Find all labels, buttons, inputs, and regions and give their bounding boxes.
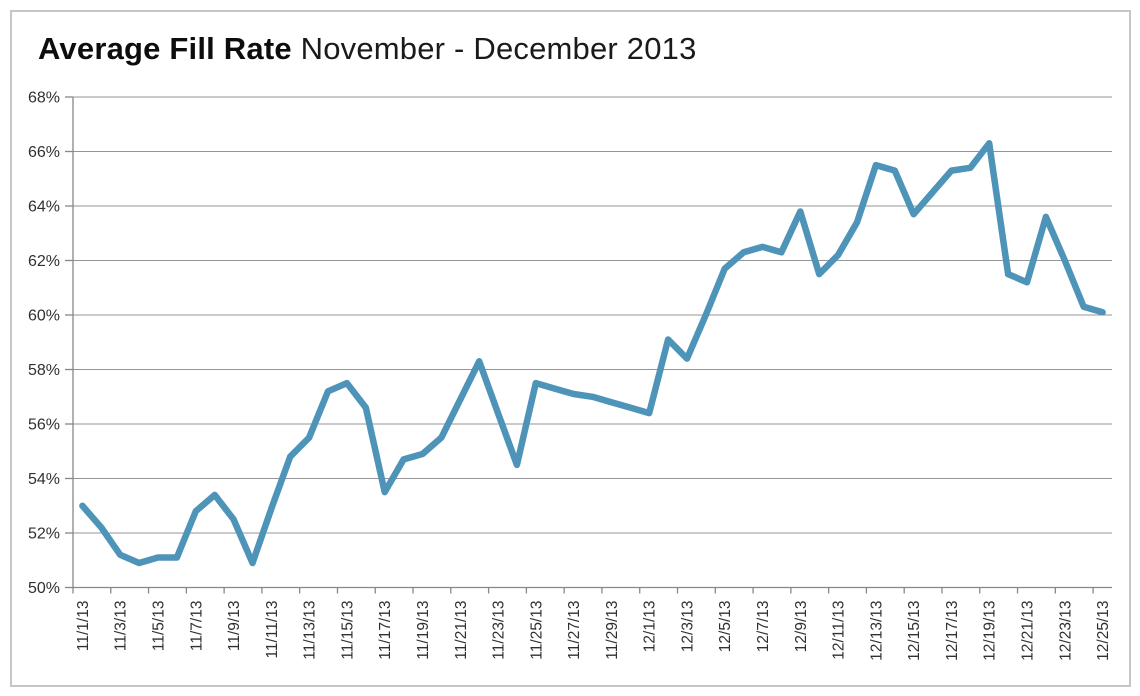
x-axis-label: 12/17/13 [944,601,961,661]
x-axis-label: 12/15/13 [906,601,923,661]
x-axis-label: 12/3/13 [679,601,696,653]
x-axis-label: 12/21/13 [1019,601,1036,661]
y-axis-label: 64% [28,199,60,216]
x-axis-label: 12/7/13 [755,601,772,653]
chart-title-bold: Average Fill Rate [38,31,292,66]
chart-title: Average Fill Rate November - December 20… [38,31,697,67]
y-axis-label: 52% [28,526,60,543]
y-axis-label: 62% [28,253,60,270]
x-axis-label: 12/9/13 [793,601,810,653]
y-axis-label: 54% [28,471,60,488]
x-axis-label: 11/1/13 [75,601,92,652]
y-axis-label: 56% [28,417,60,434]
x-axis-label: 11/7/13 [188,601,205,652]
y-axis-label: 68% [28,90,60,107]
x-axis-label: 12/19/13 [982,601,999,661]
x-axis-label: 12/13/13 [868,601,885,661]
x-axis-label: 12/11/13 [831,601,848,660]
x-axis-label: 11/5/13 [151,601,168,652]
x-axis-label: 11/17/13 [377,601,394,660]
x-axis-label: 12/1/13 [642,601,659,653]
x-axis-label: 12/25/13 [1095,601,1112,661]
y-axis-label: 66% [28,144,60,161]
y-axis-label: 60% [28,308,60,325]
fill-rate-line [79,140,1106,567]
x-axis-label: 12/5/13 [717,601,734,653]
y-axis-label: 58% [28,362,60,379]
x-axis-label: 11/9/13 [226,601,243,652]
x-axis-label: 11/13/13 [302,601,319,660]
x-axis-label: 11/15/13 [339,601,356,660]
x-axis-label: 11/21/13 [453,601,470,660]
x-axis-label: 12/23/13 [1057,601,1074,661]
x-axis-label: 11/3/13 [113,601,130,652]
x-axis-label: 11/19/13 [415,601,432,660]
x-axis-label: 11/11/13 [264,601,281,659]
x-axis-label: 11/29/13 [604,601,621,660]
x-axis-label: 11/27/13 [566,601,583,660]
x-axis-label: 11/25/13 [528,601,545,660]
y-axis-label: 50% [28,580,60,597]
x-axis-label: 11/23/13 [491,601,508,660]
chart-title-subtitle: November - December 2013 [291,31,697,66]
